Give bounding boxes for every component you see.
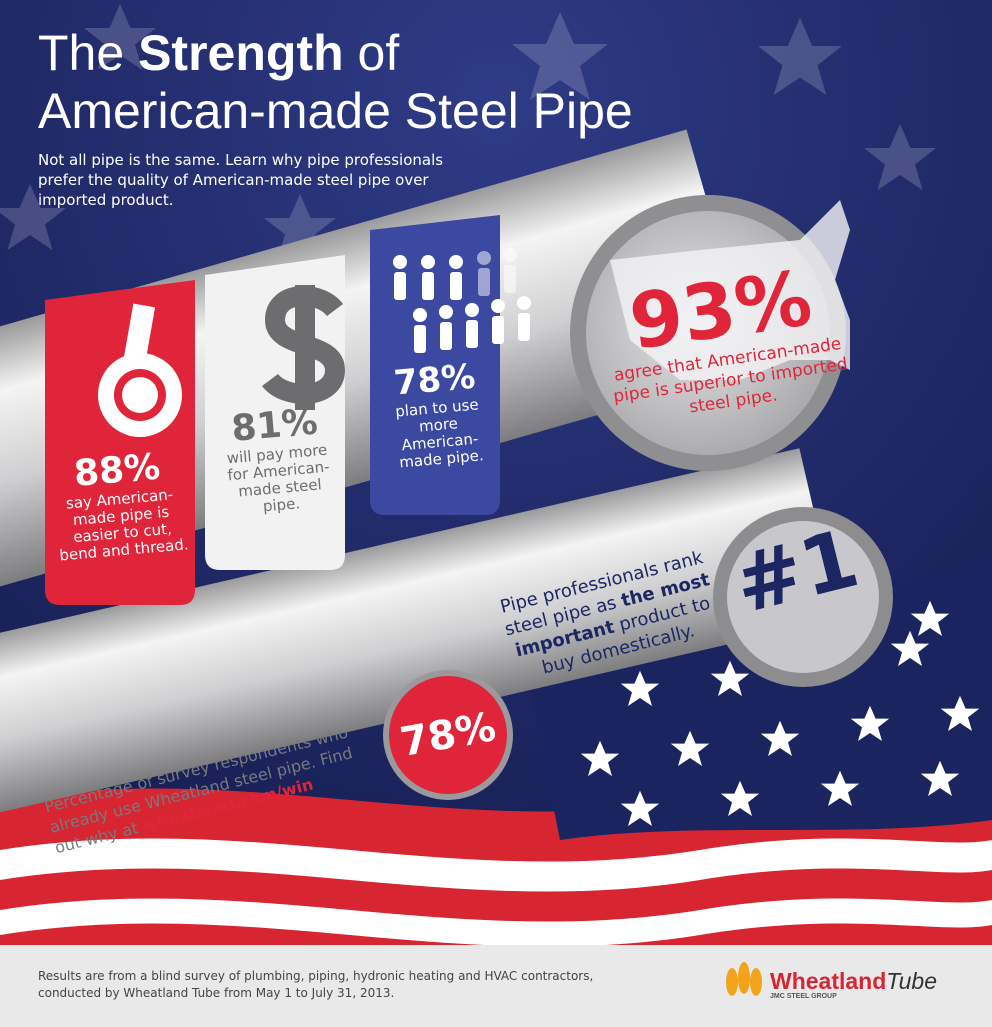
title-bold: Strength [138, 25, 344, 81]
title-suffix: of [357, 25, 400, 81]
logo-icon [726, 962, 762, 996]
stat-text: say American-made pipe is easier to cut,… [58, 485, 190, 565]
footer-bar [0, 945, 992, 1027]
usage-badge [383, 670, 513, 800]
usa-map [610, 200, 850, 380]
logo-group: JMC STEEL GROUP [770, 993, 837, 1000]
title: The Strength of American-made Steel Pipe [38, 24, 633, 140]
lower-pipe [0, 448, 839, 822]
stat-81: 81% will pay more for American-made stee… [210, 400, 344, 519]
title-prefix: The [38, 25, 125, 81]
title-line2: American-made Steel Pipe [38, 83, 633, 139]
subtitle: Not all pipe is the same. Learn why pipe… [38, 151, 444, 209]
stat-88: 88% say American-made pipe is easier to … [46, 444, 195, 565]
logo-main: Wheatland [770, 968, 887, 994]
stat-text: will pay more for American-made steel pi… [226, 440, 331, 516]
pipe-icon [98, 303, 182, 437]
people-icons [393, 248, 531, 353]
stat-text: plan to use more American-made pipe. [394, 395, 485, 472]
logo-sub: Tube [886, 968, 937, 994]
stat-78: 78% plan to use more American-made pipe. [376, 355, 500, 473]
logo: WheatlandTube JMC STEEL GROUP [770, 968, 937, 1000]
dollar-icon [262, 285, 346, 410]
footer-note: Results are from a blind survey of plumb… [38, 969, 594, 1000]
